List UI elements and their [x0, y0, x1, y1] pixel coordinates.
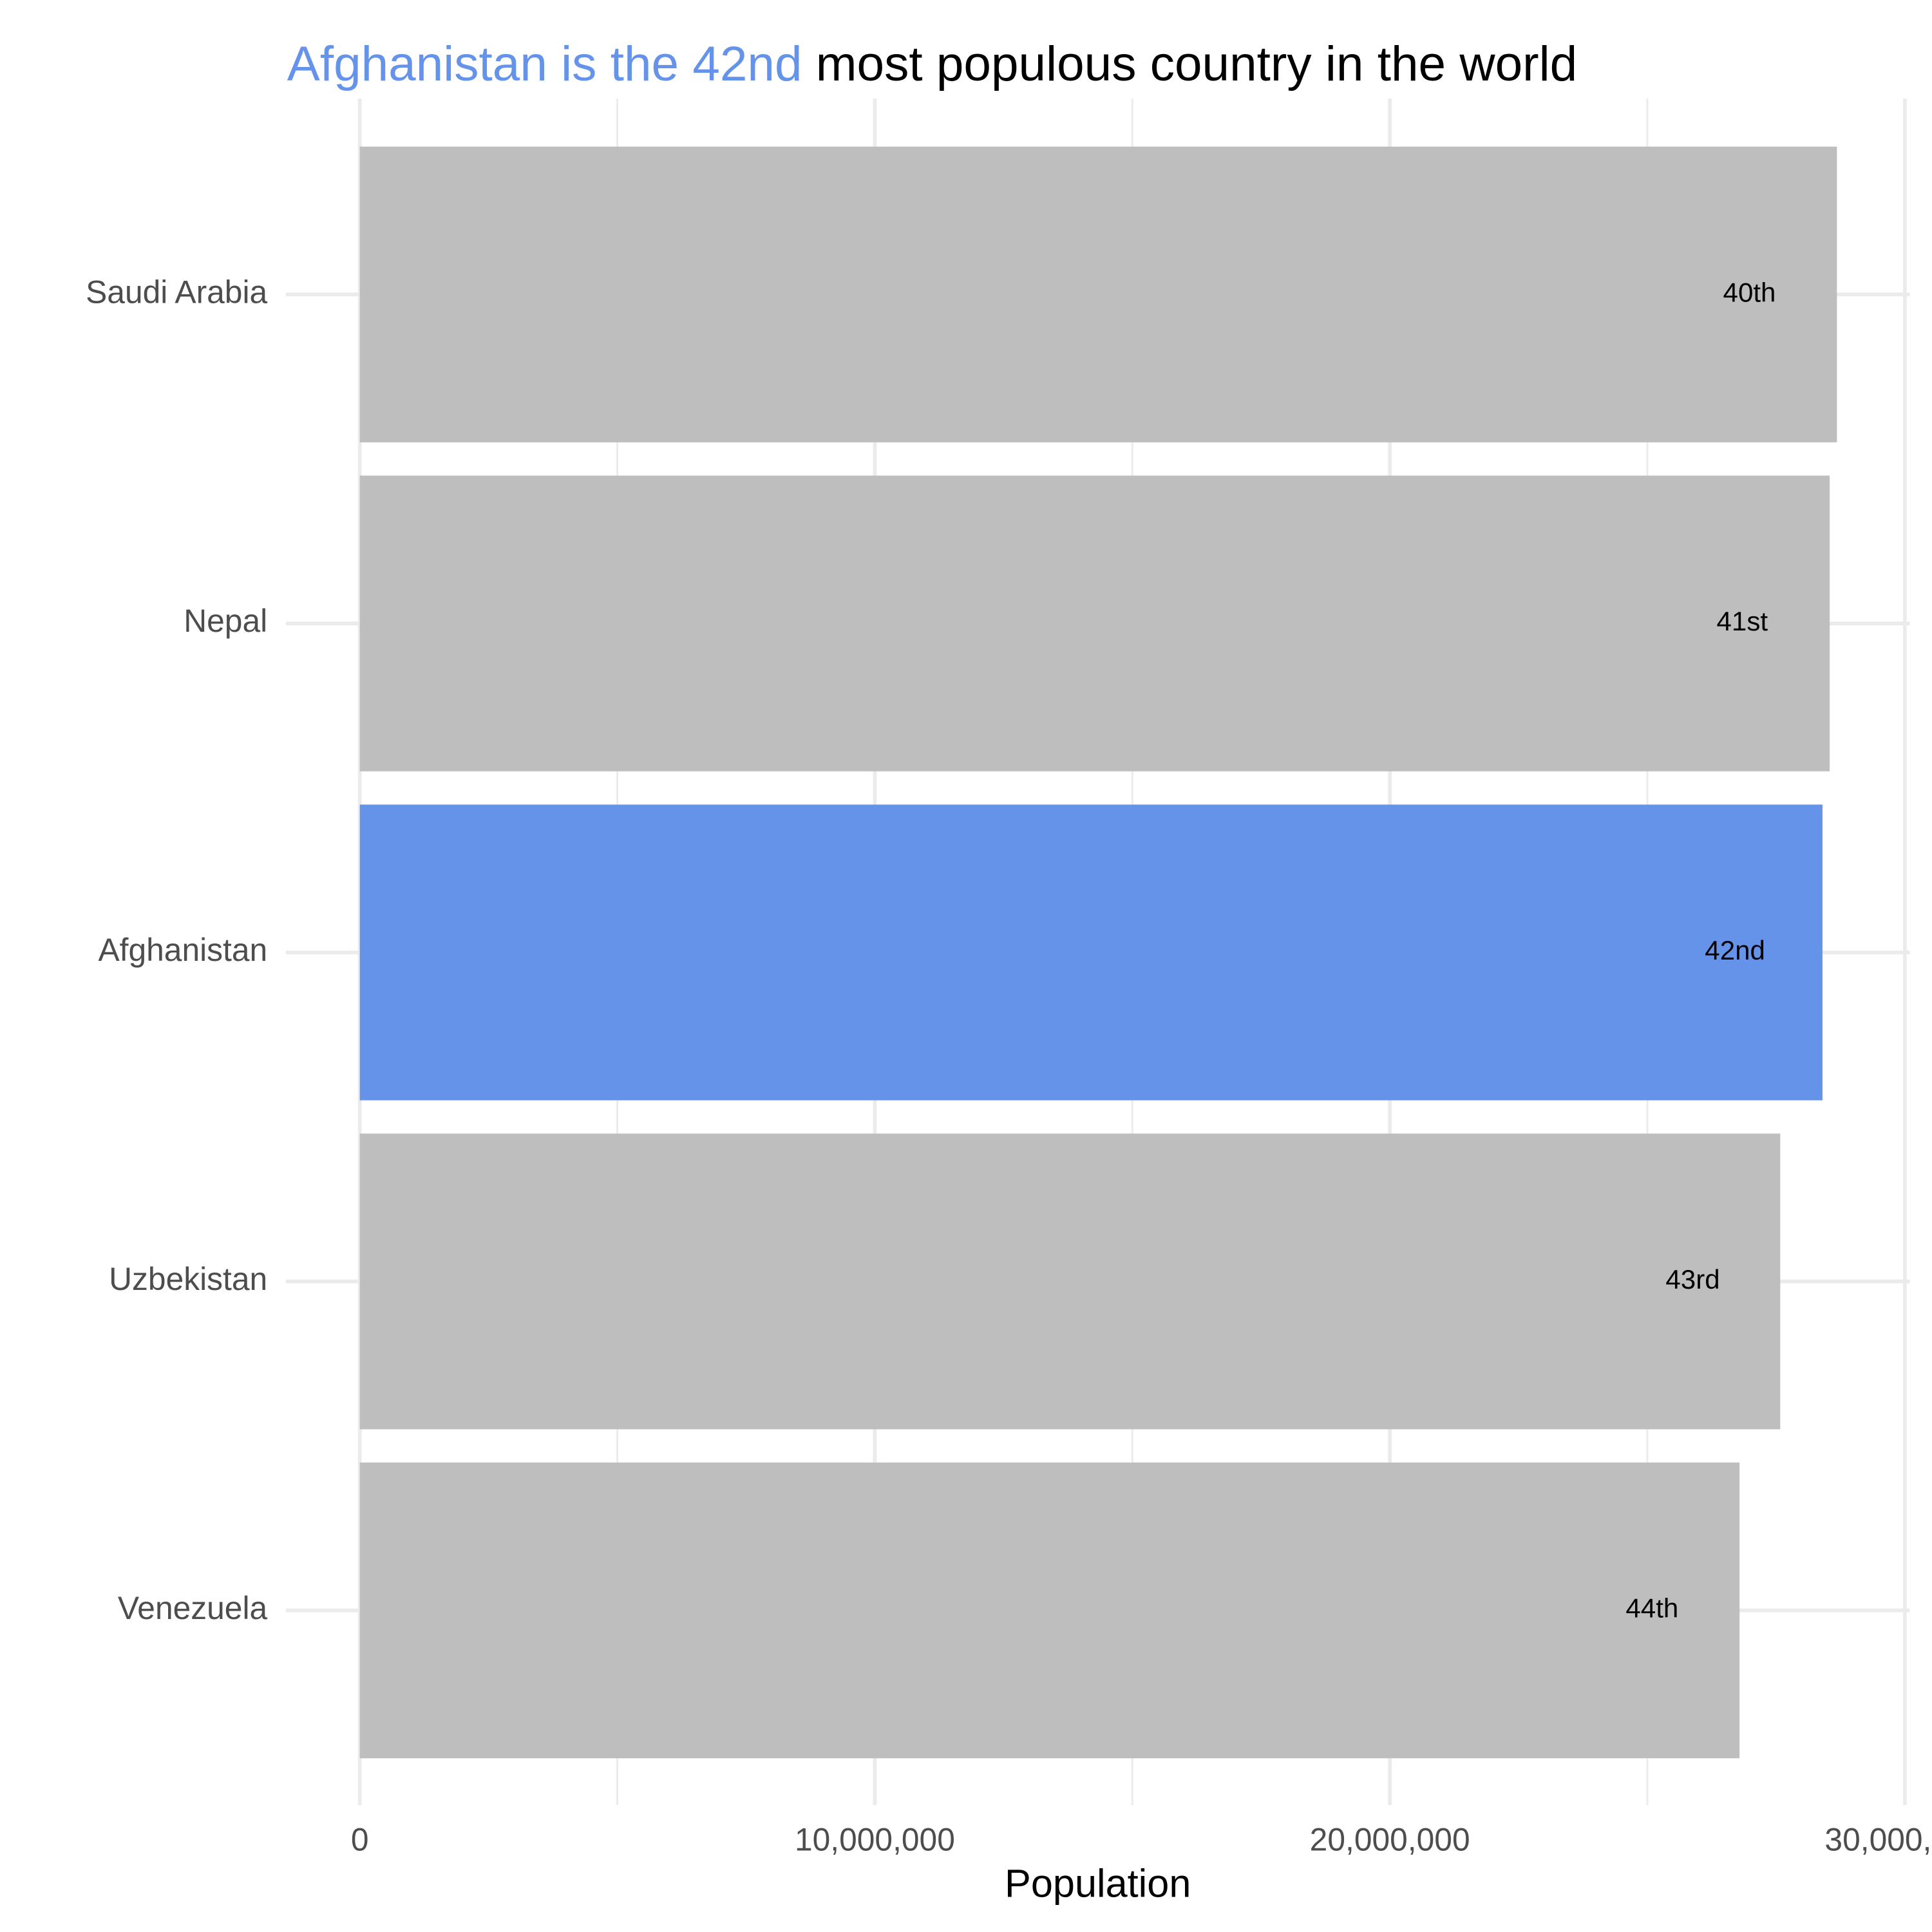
x-tick-label: 30,000,000 — [1824, 1821, 1932, 1857]
y-tick-label: Nepal — [184, 603, 267, 639]
bar — [359, 146, 1837, 442]
y-tick-label: Uzbekistan — [109, 1261, 267, 1297]
x-tick-label: 10,000,000 — [795, 1821, 955, 1857]
chart-title: Afghanistan is the 42nd most populous co… — [287, 37, 1577, 91]
value-label: 41st — [1717, 606, 1768, 636]
x-axis-label: Population — [1005, 1861, 1191, 1905]
y-tick-label: Afghanistan — [98, 932, 267, 968]
bar — [359, 475, 1830, 772]
value-label: 42nd — [1705, 935, 1765, 965]
bar — [359, 1133, 1781, 1430]
value-label: 44th — [1625, 1593, 1678, 1624]
title-highlight: Afghanistan is the 42nd — [287, 37, 802, 91]
x-tick-label: 20,000,000 — [1310, 1821, 1470, 1857]
bar — [359, 1463, 1740, 1759]
x-tick-label: 0 — [351, 1821, 369, 1857]
value-label: 43rd — [1665, 1264, 1719, 1294]
bar — [359, 804, 1823, 1101]
y-tick-label: Saudi Arabia — [86, 274, 267, 310]
title-rest: most populous country in the world — [816, 37, 1577, 91]
value-label: 40th — [1723, 277, 1776, 307]
y-tick-label: Venezuela — [118, 1590, 268, 1626]
